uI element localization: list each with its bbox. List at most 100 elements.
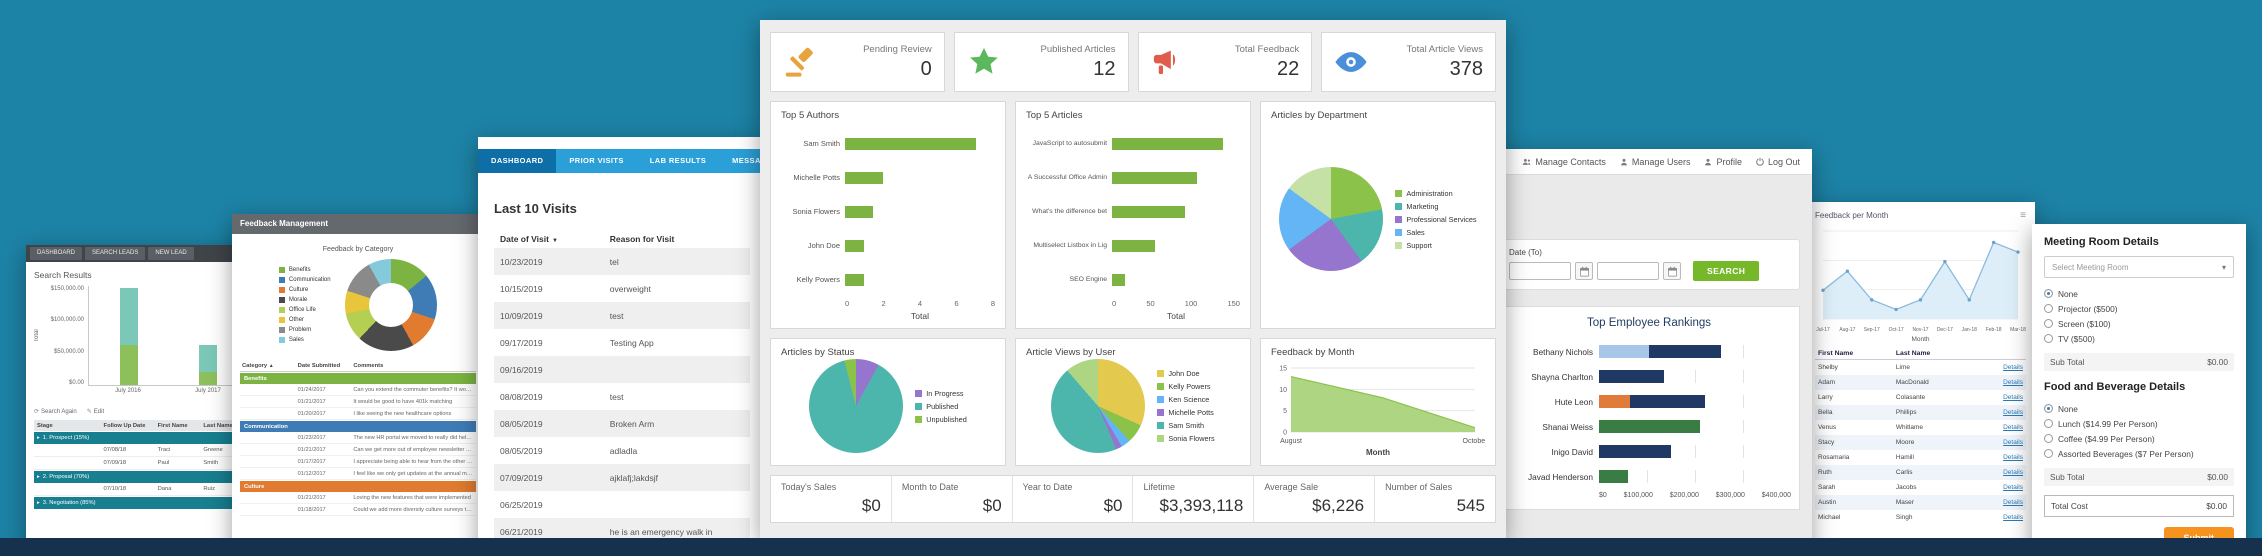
details-link[interactable]: Details	[2003, 484, 2023, 491]
date-from-input[interactable]	[1509, 262, 1571, 280]
menu-icon[interactable]: ≡	[2020, 210, 2026, 221]
crm-group-row[interactable]: ▸ 1. Prospect (15%)	[34, 432, 248, 444]
visit-row[interactable]: 08/05/2019 Broken Arm	[494, 410, 750, 437]
nav-manage-contacts[interactable]: Manage Contacts	[1522, 157, 1606, 167]
medical-tab[interactable]: DASHBOARD	[478, 149, 557, 173]
visit-date: 06/21/2019	[500, 526, 543, 537]
search-button[interactable]: SEARCH	[1693, 261, 1760, 281]
column-header-date[interactable]: Date of Visit ▼	[500, 234, 558, 244]
details-link[interactable]: Details	[2003, 364, 2023, 371]
sort-desc-icon[interactable]: ▼	[551, 238, 558, 244]
nav-label: Manage Users	[1631, 156, 1691, 167]
toolbar-item[interactable]: ✎ Edit	[87, 408, 104, 415]
tab-search-leads[interactable]: SEARCH LEADS	[85, 247, 146, 260]
radio-option[interactable]: None	[2044, 286, 2234, 301]
rankings-bar-chart: Bethany Nichols Shayna Charlton Hute Leon S…	[1527, 345, 1791, 499]
y-axis-label: Total	[34, 329, 40, 343]
visit-row[interactable]: 09/17/2019 Testing App	[494, 329, 750, 356]
radio-option[interactable]: Projector ($500)	[2044, 301, 2234, 316]
column-header[interactable]: Last Name	[203, 422, 233, 429]
nav-log-out[interactable]: Log Out	[1755, 157, 1800, 167]
crm-data-row[interactable]: 07/10/18 Dana Ruiz	[34, 483, 248, 496]
feedback-section-header[interactable]: Communication	[240, 421, 476, 432]
details-link[interactable]: Details	[2003, 409, 2023, 416]
details-link[interactable]: Details	[2003, 469, 2023, 476]
column-header[interactable]: Follow Up Date	[103, 422, 146, 429]
visits-table-header: Date of Visit ▼ Reason for Visit	[494, 230, 750, 248]
visit-date: 08/08/2019	[500, 391, 543, 402]
medical-tab[interactable]: PRIOR VISITS	[569, 156, 624, 165]
radio-option[interactable]: TV ($500)	[2044, 331, 2234, 346]
crm-data-row[interactable]: 07/08/18 Traci Greene	[34, 444, 248, 457]
views-pie-chart: John Doe Kelly Powers Ken Science Michelle …	[1026, 358, 1240, 454]
chart-title: Feedback per Month	[1815, 211, 1889, 220]
crm-group-row[interactable]: ▸ 3. Negotiation (85%)	[34, 497, 248, 509]
details-link[interactable]: Details	[2003, 439, 2023, 446]
radio-option[interactable]: Assorted Beverages ($7 Per Person)	[2044, 446, 2234, 461]
nav-manage-users[interactable]: Manage Users	[1619, 156, 1691, 167]
radio-option[interactable]: Screen ($100)	[2044, 316, 2234, 331]
radio-option[interactable]: Lunch ($14.99 Per Person)	[2044, 416, 2234, 431]
feedback-section-header[interactable]: Culture	[240, 481, 476, 492]
feedback-row: 01/21/2017 Can we get more out of employe…	[240, 444, 476, 456]
radio-icon	[2044, 404, 2053, 413]
top-articles-card: Top 5 Articles JavaScript to autosubmit A…	[1015, 101, 1251, 329]
feedback-row: 01/24/2017 Can you extend the commuter be…	[240, 384, 476, 396]
svg-text:5: 5	[1283, 408, 1287, 415]
visit-row[interactable]: 06/25/2019	[494, 491, 750, 518]
column-header[interactable]: Stage	[37, 422, 53, 429]
details-link[interactable]: Details	[2003, 454, 2023, 461]
radio-option[interactable]: None	[2044, 401, 2234, 416]
medical-tab[interactable]: LAB RESULTS	[649, 156, 707, 165]
tab-new-lead[interactable]: NEW LEAD	[148, 247, 194, 260]
feedback-section-header[interactable]: Benefits	[240, 373, 476, 384]
column-header-reason[interactable]: Reason for Visit	[609, 234, 675, 244]
visit-row[interactable]: 10/09/2019 test	[494, 302, 750, 329]
sort-asc-icon[interactable]: ▲	[268, 363, 274, 369]
toolbar-item[interactable]: ⟳ Search Again	[34, 408, 77, 415]
tab-dashboard[interactable]: DASHBOARD	[30, 247, 83, 260]
sales-stat-label: Lifetime	[1143, 482, 1175, 492]
top-strip	[478, 137, 766, 149]
column-header[interactable]: First Name	[157, 422, 188, 429]
meeting-room-select[interactable]: Select Meeting Room ▾	[2044, 256, 2234, 278]
profile-icon	[1705, 158, 1712, 165]
calendar-icon[interactable]	[1575, 262, 1593, 280]
svg-text:Mar-18: Mar-18	[2010, 327, 2026, 333]
radio-option[interactable]: Coffee ($4.99 Per Person)	[2044, 431, 2234, 446]
visit-row[interactable]: 08/08/2019 test	[494, 383, 750, 410]
visit-row[interactable]: 08/05/2019 adladla	[494, 437, 750, 464]
column-header[interactable]: Category ▲	[242, 363, 274, 369]
food-options: None Lunch ($14.99 Per Person) Coffee ($…	[2044, 401, 2234, 461]
crm-data-row[interactable]: 07/09/18 Paul Smith	[34, 457, 248, 470]
column-header[interactable]: First Name	[1818, 350, 1854, 357]
feedback-row: 01/20/2017 I like seeing the new healthca…	[240, 408, 476, 420]
details-link[interactable]: Details	[2003, 424, 2023, 431]
svg-text:Sep-17: Sep-17	[1864, 327, 1880, 333]
visit-row[interactable]: 09/16/2019	[494, 356, 750, 383]
details-link[interactable]: Details	[2003, 394, 2023, 401]
crm-group-row[interactable]: ▸ 2. Proposal (70%)	[34, 471, 248, 483]
feedback-row: 01/21/2017 Loving the new features that w…	[240, 492, 476, 504]
column-header[interactable]: Comments	[353, 363, 384, 369]
details-link[interactable]: Details	[2003, 514, 2023, 521]
nav-profile[interactable]: Profile	[1703, 157, 1742, 167]
visit-row[interactable]: 10/15/2019 overweight	[494, 275, 750, 302]
medical-tab[interactable]: MESSAGES	[732, 156, 766, 165]
visit-row[interactable]: 10/23/2019 tel	[494, 248, 750, 275]
last-name: Hamill	[1895, 454, 1914, 461]
first-name: Shelby	[1818, 364, 1838, 371]
calendar-icon[interactable]	[1663, 262, 1681, 280]
visit-row[interactable]: 07/09/2019 ajklafj;lakdsjf	[494, 464, 750, 491]
sales-stat-value: $0	[982, 496, 1002, 515]
column-header[interactable]: Last Name	[1895, 350, 1931, 357]
date-to-input[interactable]	[1597, 262, 1659, 280]
top-articles-bar-chart: JavaScript to autosubmit A Successful Off…	[1026, 127, 1240, 321]
column-header[interactable]: Date Submitted	[297, 363, 341, 369]
stat-label: Total Article Views	[1406, 43, 1483, 55]
details-link[interactable]: Details	[2003, 499, 2023, 506]
details-link[interactable]: Details	[2003, 379, 2023, 386]
visit-date: 06/25/2019	[500, 499, 543, 510]
room-subtotal: Sub Total $0.00	[2044, 353, 2234, 371]
feedback-row: 01/23/2017 The new HR portal we moved to …	[240, 432, 476, 444]
